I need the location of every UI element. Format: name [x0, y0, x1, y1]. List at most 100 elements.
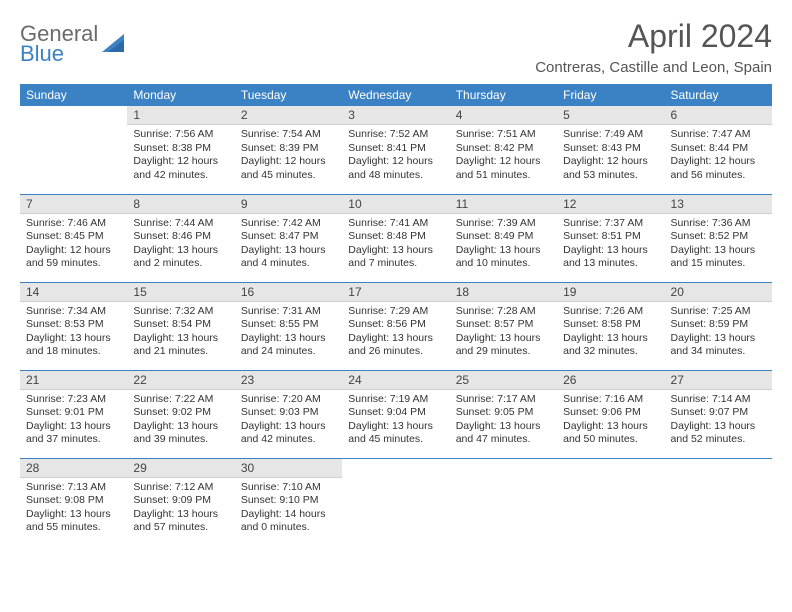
sunrise-text: Sunrise: 7:56 AM: [133, 128, 228, 142]
sunrise-text: Sunrise: 7:10 AM: [241, 481, 336, 495]
calendar-cell: 9Sunrise: 7:42 AMSunset: 8:47 PMDaylight…: [235, 194, 342, 282]
daylight-text: Daylight: 13 hours and 24 minutes.: [241, 332, 336, 359]
calendar-cell: 13Sunrise: 7:36 AMSunset: 8:52 PMDayligh…: [665, 194, 772, 282]
day-details: Sunrise: 7:37 AMSunset: 8:51 PMDaylight:…: [557, 214, 664, 276]
empty-day: [450, 459, 557, 477]
calendar-cell: 16Sunrise: 7:31 AMSunset: 8:55 PMDayligh…: [235, 282, 342, 370]
weekday-header: Thursday: [450, 84, 557, 106]
daylight-text: Daylight: 13 hours and 13 minutes.: [563, 244, 658, 271]
day-number: 14: [20, 283, 127, 302]
calendar-table: SundayMondayTuesdayWednesdayThursdayFrid…: [20, 84, 772, 546]
day-details: Sunrise: 7:44 AMSunset: 8:46 PMDaylight:…: [127, 214, 234, 276]
day-details: Sunrise: 7:41 AMSunset: 8:48 PMDaylight:…: [342, 214, 449, 276]
sunset-text: Sunset: 9:05 PM: [456, 406, 551, 420]
sunset-text: Sunset: 8:39 PM: [241, 142, 336, 156]
sunset-text: Sunset: 8:53 PM: [26, 318, 121, 332]
daylight-text: Daylight: 13 hours and 37 minutes.: [26, 420, 121, 447]
daylight-text: Daylight: 13 hours and 4 minutes.: [241, 244, 336, 271]
calendar-cell: 15Sunrise: 7:32 AMSunset: 8:54 PMDayligh…: [127, 282, 234, 370]
daylight-text: Daylight: 13 hours and 29 minutes.: [456, 332, 551, 359]
day-number: 16: [235, 283, 342, 302]
daylight-text: Daylight: 13 hours and 2 minutes.: [133, 244, 228, 271]
sunrise-text: Sunrise: 7:17 AM: [456, 393, 551, 407]
daylight-text: Daylight: 13 hours and 47 minutes.: [456, 420, 551, 447]
empty-day: [342, 459, 449, 477]
sunrise-text: Sunrise: 7:54 AM: [241, 128, 336, 142]
day-number: 10: [342, 195, 449, 214]
weekday-header: Monday: [127, 84, 234, 106]
sunrise-text: Sunrise: 7:14 AM: [671, 393, 766, 407]
day-number: 29: [127, 459, 234, 478]
calendar-cell: 17Sunrise: 7:29 AMSunset: 8:56 PMDayligh…: [342, 282, 449, 370]
day-details: Sunrise: 7:10 AMSunset: 9:10 PMDaylight:…: [235, 478, 342, 540]
daylight-text: Daylight: 13 hours and 21 minutes.: [133, 332, 228, 359]
day-details: Sunrise: 7:54 AMSunset: 8:39 PMDaylight:…: [235, 125, 342, 187]
sunset-text: Sunset: 9:09 PM: [133, 494, 228, 508]
day-details: Sunrise: 7:12 AMSunset: 9:09 PMDaylight:…: [127, 478, 234, 540]
daylight-text: Daylight: 13 hours and 57 minutes.: [133, 508, 228, 535]
sunset-text: Sunset: 8:42 PM: [456, 142, 551, 156]
daylight-text: Daylight: 12 hours and 48 minutes.: [348, 155, 443, 182]
triangle-icon: [102, 30, 128, 57]
calendar-cell: 11Sunrise: 7:39 AMSunset: 8:49 PMDayligh…: [450, 194, 557, 282]
day-number: 19: [557, 283, 664, 302]
day-details: Sunrise: 7:22 AMSunset: 9:02 PMDaylight:…: [127, 390, 234, 452]
sunrise-text: Sunrise: 7:42 AM: [241, 217, 336, 231]
sunrise-text: Sunrise: 7:47 AM: [671, 128, 766, 142]
day-details: Sunrise: 7:28 AMSunset: 8:57 PMDaylight:…: [450, 302, 557, 364]
day-details: Sunrise: 7:51 AMSunset: 8:42 PMDaylight:…: [450, 125, 557, 187]
sunset-text: Sunset: 8:41 PM: [348, 142, 443, 156]
day-details: Sunrise: 7:42 AMSunset: 8:47 PMDaylight:…: [235, 214, 342, 276]
day-details: Sunrise: 7:19 AMSunset: 9:04 PMDaylight:…: [342, 390, 449, 452]
empty-day: [665, 459, 772, 477]
sunrise-text: Sunrise: 7:29 AM: [348, 305, 443, 319]
day-details: Sunrise: 7:36 AMSunset: 8:52 PMDaylight:…: [665, 214, 772, 276]
daylight-text: Daylight: 13 hours and 45 minutes.: [348, 420, 443, 447]
sunset-text: Sunset: 9:08 PM: [26, 494, 121, 508]
day-details: Sunrise: 7:26 AMSunset: 8:58 PMDaylight:…: [557, 302, 664, 364]
day-number: 27: [665, 371, 772, 390]
calendar-cell: 3Sunrise: 7:52 AMSunset: 8:41 PMDaylight…: [342, 106, 449, 194]
calendar-cell: 21Sunrise: 7:23 AMSunset: 9:01 PMDayligh…: [20, 370, 127, 458]
day-number: 13: [665, 195, 772, 214]
day-number: 23: [235, 371, 342, 390]
calendar-cell: 4Sunrise: 7:51 AMSunset: 8:42 PMDaylight…: [450, 106, 557, 194]
daylight-text: Daylight: 12 hours and 53 minutes.: [563, 155, 658, 182]
sunset-text: Sunset: 8:49 PM: [456, 230, 551, 244]
sunset-text: Sunset: 8:54 PM: [133, 318, 228, 332]
calendar-cell: 10Sunrise: 7:41 AMSunset: 8:48 PMDayligh…: [342, 194, 449, 282]
location-subtitle: Contreras, Castille and Leon, Spain: [535, 59, 772, 76]
day-number: 9: [235, 195, 342, 214]
page-header: General Blue April 2024 Contreras, Casti…: [20, 18, 772, 76]
sunrise-text: Sunrise: 7:20 AM: [241, 393, 336, 407]
sunset-text: Sunset: 8:57 PM: [456, 318, 551, 332]
calendar-cell: 19Sunrise: 7:26 AMSunset: 8:58 PMDayligh…: [557, 282, 664, 370]
daylight-text: Daylight: 12 hours and 45 minutes.: [241, 155, 336, 182]
day-number: 24: [342, 371, 449, 390]
brand-part2: Blue: [20, 41, 64, 66]
calendar-cell: 7Sunrise: 7:46 AMSunset: 8:45 PMDaylight…: [20, 194, 127, 282]
calendar-cell: [342, 458, 449, 546]
calendar-header-row: SundayMondayTuesdayWednesdayThursdayFrid…: [20, 84, 772, 106]
day-number: 12: [557, 195, 664, 214]
sunrise-text: Sunrise: 7:51 AM: [456, 128, 551, 142]
daylight-text: Daylight: 13 hours and 26 minutes.: [348, 332, 443, 359]
sunrise-text: Sunrise: 7:52 AM: [348, 128, 443, 142]
day-details: Sunrise: 7:23 AMSunset: 9:01 PMDaylight:…: [20, 390, 127, 452]
daylight-text: Daylight: 13 hours and 15 minutes.: [671, 244, 766, 271]
daylight-text: Daylight: 13 hours and 52 minutes.: [671, 420, 766, 447]
day-number: 8: [127, 195, 234, 214]
day-number: 22: [127, 371, 234, 390]
day-number: 15: [127, 283, 234, 302]
day-number: 25: [450, 371, 557, 390]
sunset-text: Sunset: 8:59 PM: [671, 318, 766, 332]
calendar-week-row: 28Sunrise: 7:13 AMSunset: 9:08 PMDayligh…: [20, 458, 772, 546]
sunrise-text: Sunrise: 7:37 AM: [563, 217, 658, 231]
daylight-text: Daylight: 13 hours and 55 minutes.: [26, 508, 121, 535]
sunrise-text: Sunrise: 7:31 AM: [241, 305, 336, 319]
sunrise-text: Sunrise: 7:28 AM: [456, 305, 551, 319]
sunrise-text: Sunrise: 7:26 AM: [563, 305, 658, 319]
daylight-text: Daylight: 12 hours and 42 minutes.: [133, 155, 228, 182]
day-number: 21: [20, 371, 127, 390]
daylight-text: Daylight: 14 hours and 0 minutes.: [241, 508, 336, 535]
